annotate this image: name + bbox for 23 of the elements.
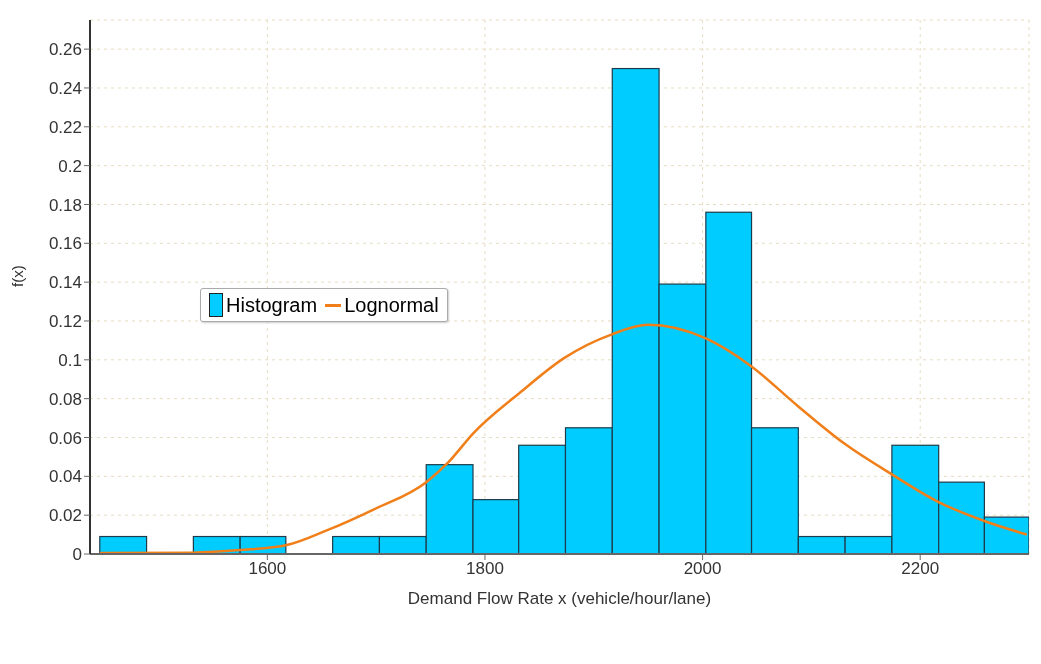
y-tick-label: 0.12 <box>48 312 82 332</box>
line-series <box>98 323 1029 554</box>
y-tick-label: 0 <box>72 545 82 565</box>
legend-label: Lognormal <box>344 293 439 317</box>
y-tick-label: 0.02 <box>48 506 82 526</box>
x-axis-title: Demand Flow Rate x (vehicle/hour/lane) <box>407 589 712 608</box>
x-tick-label: 2000 <box>683 559 722 579</box>
legend-label: Histogram <box>226 293 318 317</box>
y-tick-label: 0.22 <box>48 117 82 137</box>
y-tick-label: 0.1 <box>58 350 82 370</box>
x-tick-label: 1800 <box>466 559 504 579</box>
x-tick-label: 1600 <box>248 559 287 579</box>
y-tick-label: 0.16 <box>48 234 82 254</box>
y-tick-label: 0.24 <box>48 79 82 98</box>
y-tick-label: 0.2 <box>58 156 82 176</box>
x-tick-label: 2200 <box>901 559 940 579</box>
y-tick-label: 0.14 <box>48 273 82 293</box>
y-tick-label: 0.08 <box>48 389 82 409</box>
y-axis-title: f(x) <box>9 265 27 287</box>
y-tick-label: 0.06 <box>48 428 82 448</box>
y-tick-label: 0.04 <box>48 467 82 487</box>
y-tick-label: 0.18 <box>48 195 82 215</box>
y-tick-label: 0.26 <box>48 40 82 60</box>
